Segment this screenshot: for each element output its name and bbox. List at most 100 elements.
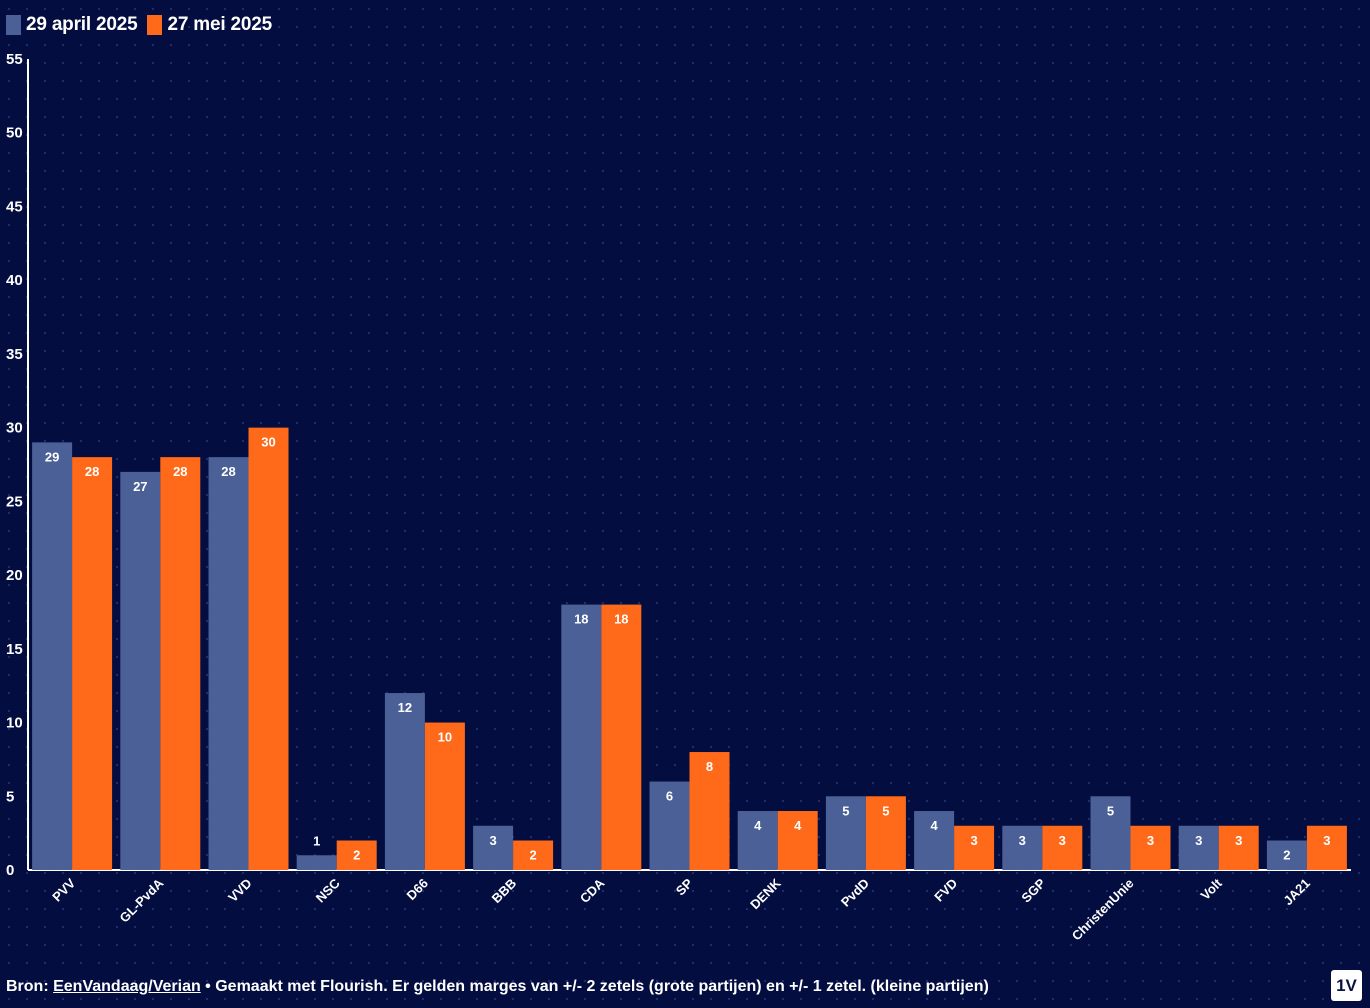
bar-series-a — [737, 811, 778, 870]
bar-series-a — [296, 855, 337, 870]
bar-series-a — [384, 693, 425, 870]
data-label-series-b: 3 — [970, 833, 977, 848]
legend-swatch-series-b — [147, 15, 163, 35]
bar-series-b — [954, 825, 995, 870]
data-label-series-a: 4 — [754, 818, 762, 833]
y-tick-label: 25 — [6, 493, 23, 510]
x-tick-label: PvdD — [838, 876, 872, 910]
source-link[interactable]: EenVandaag/Verian — [53, 978, 201, 995]
data-label-series-b: 4 — [794, 818, 802, 833]
legend-label-series-b: 27 mei 2025 — [167, 14, 272, 35]
x-tick-label: PVV — [49, 875, 78, 904]
y-tick-label: 20 — [6, 567, 23, 584]
data-label-series-a: 3 — [489, 833, 496, 848]
data-label-series-b: 2 — [529, 848, 536, 863]
bar-series-b — [689, 752, 730, 870]
legend-item-series-b[interactable]: 27 mei 2025 — [147, 14, 272, 36]
bar-series-a — [208, 457, 249, 870]
bar-series-b — [601, 604, 642, 870]
bar-series-b — [865, 796, 906, 870]
bar-series-b — [424, 722, 465, 870]
bar-series-b — [1130, 825, 1171, 870]
bar-series-a — [649, 781, 690, 870]
data-label-series-a: 18 — [574, 612, 588, 627]
bar-series-b — [72, 457, 113, 870]
y-tick-label: 0 — [6, 862, 14, 879]
data-label-series-a: 5 — [1107, 803, 1114, 818]
x-tick-label: SP — [673, 875, 696, 898]
x-tick-label: FVD — [931, 876, 960, 905]
x-tick-label: D66 — [404, 876, 431, 903]
data-label-series-b: 28 — [85, 464, 99, 479]
x-tick-label: DENK — [747, 875, 784, 912]
x-tick-label: ChristenUnie — [1069, 876, 1137, 944]
y-tick-label: 5 — [6, 788, 14, 805]
y-tick-label: 50 — [6, 125, 23, 142]
y-tick-label: 10 — [6, 715, 23, 732]
legend-label-series-a: 29 april 2025 — [26, 14, 138, 35]
bar-series-a — [914, 811, 955, 870]
data-label-series-b: 2 — [353, 848, 360, 863]
x-tick-label: SGP — [1018, 875, 1048, 905]
data-label-series-b: 10 — [438, 730, 452, 745]
footer-note: • Gemaakt met Flourish. Er gelden marges… — [200, 978, 989, 995]
y-tick-label: 55 — [6, 51, 23, 68]
bar-series-b — [336, 840, 377, 870]
data-label-series-b: 3 — [1147, 833, 1154, 848]
y-tick-label: 40 — [6, 272, 23, 289]
bar-series-a — [825, 796, 866, 870]
x-tick-label: NSC — [313, 875, 343, 905]
bar-series-b — [1042, 825, 1083, 870]
data-label-series-a: 3 — [1195, 833, 1202, 848]
x-tick-label: JA21 — [1280, 876, 1313, 909]
data-label-series-b: 18 — [614, 612, 628, 627]
data-label-series-a: 4 — [930, 818, 938, 833]
bar-series-b — [160, 457, 201, 870]
bar-series-b — [1218, 825, 1259, 870]
legend: 29 april 2025 27 mei 2025 — [6, 14, 282, 36]
logo-text: 1V — [1336, 975, 1357, 995]
x-tick-label: CDA — [577, 875, 608, 906]
data-label-series-b: 28 — [173, 464, 187, 479]
data-label-series-a: 28 — [221, 464, 235, 479]
y-tick-label: 15 — [6, 641, 23, 658]
bar-series-a — [561, 604, 602, 870]
y-tick-label: 35 — [6, 346, 23, 363]
bar-series-a — [1178, 825, 1219, 870]
bar-series-a — [1266, 840, 1307, 870]
data-label-series-b: 3 — [1235, 833, 1242, 848]
x-tick-label: VVD — [225, 876, 255, 906]
data-label-series-a: 29 — [45, 449, 59, 464]
bar-series-a — [1090, 796, 1131, 870]
data-label-series-a: 5 — [842, 803, 849, 818]
bar-series-b — [513, 840, 554, 870]
x-tick-label: BBB — [489, 876, 520, 907]
bar-series-b — [1306, 825, 1347, 870]
data-label-series-a: 3 — [1019, 833, 1026, 848]
data-label-series-a: 12 — [398, 700, 412, 715]
legend-item-series-a[interactable]: 29 april 2025 — [6, 14, 138, 36]
legend-swatch-series-a — [6, 15, 21, 35]
y-tick-label: 30 — [6, 420, 23, 437]
data-label-series-b: 3 — [1323, 833, 1330, 848]
bar-series-a — [1002, 825, 1043, 870]
data-label-series-b: 5 — [882, 803, 889, 818]
y-tick-label: 45 — [6, 198, 23, 215]
data-label-series-a: 27 — [133, 479, 147, 494]
data-label-series-b: 30 — [261, 435, 275, 450]
data-label-series-a: 2 — [1283, 848, 1290, 863]
bar-series-b — [777, 811, 818, 870]
x-tick-label: GL-PvdA — [116, 875, 166, 925]
bar-series-a — [473, 825, 514, 870]
footer: Bron: EenVandaag/Verian • Gemaakt met Fl… — [6, 978, 989, 996]
footer-source-prefix: Bron: — [6, 978, 54, 995]
bar-series-b — [248, 427, 289, 870]
data-label-series-b: 8 — [706, 759, 713, 774]
data-label-series-a: 6 — [666, 789, 673, 804]
bar-series-a — [32, 442, 73, 870]
x-tick-label: Volt — [1198, 875, 1226, 903]
eenvandaag-logo: 1V — [1331, 970, 1362, 1001]
data-label-series-b: 3 — [1059, 833, 1066, 848]
